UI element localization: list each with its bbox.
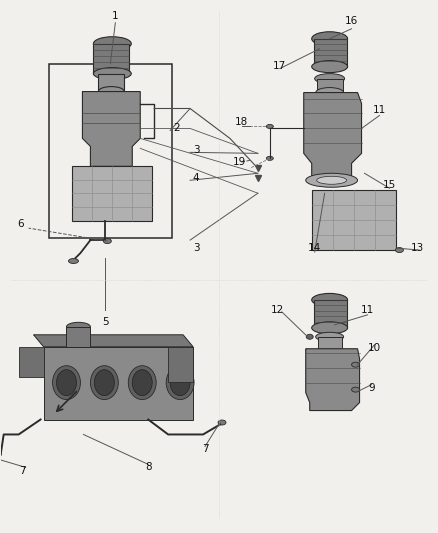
Bar [67, 327, 90, 347]
Ellipse shape [57, 370, 77, 395]
PathPatch shape [82, 92, 140, 166]
Text: 19: 19 [233, 157, 247, 167]
Ellipse shape [316, 87, 343, 98]
Text: 5: 5 [102, 317, 109, 327]
Text: 16: 16 [345, 16, 358, 26]
Ellipse shape [93, 37, 131, 51]
Ellipse shape [352, 387, 360, 392]
Ellipse shape [53, 366, 81, 400]
Text: 14: 14 [308, 243, 321, 253]
Text: 11: 11 [373, 106, 386, 116]
Bar [19, 347, 43, 377]
Text: 4: 4 [193, 173, 199, 183]
Ellipse shape [396, 247, 403, 253]
Ellipse shape [312, 61, 348, 72]
Text: 18: 18 [235, 117, 248, 127]
PathPatch shape [304, 93, 361, 178]
Ellipse shape [306, 334, 313, 340]
Bar [317, 78, 343, 93]
Ellipse shape [166, 366, 194, 400]
Text: 15: 15 [383, 180, 396, 190]
Ellipse shape [218, 420, 226, 425]
Bar [99, 74, 124, 92]
Bar [314, 300, 346, 328]
Ellipse shape [317, 176, 346, 184]
Ellipse shape [314, 74, 345, 84]
Text: 3: 3 [193, 243, 199, 253]
Ellipse shape [316, 332, 343, 341]
Text: 17: 17 [273, 61, 286, 71]
Ellipse shape [306, 173, 357, 187]
Bar [314, 39, 346, 67]
Ellipse shape [170, 370, 190, 395]
Ellipse shape [103, 239, 111, 244]
Ellipse shape [95, 370, 114, 395]
Bar [93, 44, 129, 74]
Text: 1: 1 [112, 11, 119, 21]
Ellipse shape [132, 370, 152, 395]
Text: 6: 6 [18, 219, 24, 229]
Bar [49, 63, 172, 238]
Text: 8: 8 [145, 462, 152, 472]
Bar [72, 166, 152, 221]
PathPatch shape [306, 349, 360, 410]
Ellipse shape [266, 156, 273, 160]
Text: 9: 9 [368, 383, 375, 393]
PathPatch shape [34, 335, 193, 347]
PathPatch shape [43, 347, 193, 419]
Text: 3: 3 [193, 146, 199, 155]
Ellipse shape [312, 293, 348, 306]
Text: 7: 7 [202, 445, 208, 455]
Text: 11: 11 [361, 305, 374, 315]
Text: 7: 7 [19, 466, 26, 477]
Text: 13: 13 [411, 243, 424, 253]
Bar [168, 347, 193, 382]
Ellipse shape [68, 259, 78, 263]
Ellipse shape [266, 124, 273, 128]
Ellipse shape [93, 68, 131, 79]
Ellipse shape [352, 362, 360, 367]
Ellipse shape [312, 32, 348, 46]
Ellipse shape [67, 322, 90, 332]
Text: 12: 12 [271, 305, 284, 315]
Text: 10: 10 [368, 343, 381, 353]
Bar [318, 337, 342, 349]
Ellipse shape [312, 322, 348, 334]
Ellipse shape [99, 86, 124, 96]
Ellipse shape [128, 366, 156, 400]
Ellipse shape [90, 366, 118, 400]
Bar [312, 190, 396, 250]
Text: 2: 2 [173, 124, 180, 133]
